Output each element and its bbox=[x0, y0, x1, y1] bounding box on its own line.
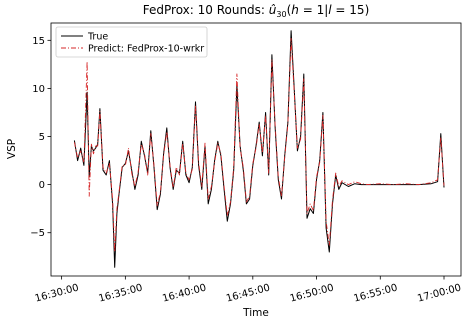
legend-label-predict: Predict: FedProx-10-wrkr bbox=[88, 44, 204, 55]
legend: True Predict: FedProx-10-wrkr bbox=[55, 26, 208, 58]
plot-area bbox=[73, 30, 445, 268]
axes-frame bbox=[50, 22, 462, 277]
legend-label-true: True bbox=[87, 32, 108, 43]
y-tick-label: 5 bbox=[39, 132, 45, 143]
y-tick-label: −5 bbox=[30, 228, 45, 239]
y-tick-label: 0 bbox=[39, 180, 45, 191]
chart-title: FedProx: 10 Rounds: û30(h = 1|l = 15) bbox=[143, 3, 370, 19]
series-line-predict bbox=[73, 37, 445, 253]
y-axis-label: VSP bbox=[6, 139, 18, 159]
y-tick-label: 10 bbox=[32, 84, 45, 95]
y-axis: −5 0 5 10 15 bbox=[30, 36, 51, 239]
legend-box bbox=[55, 26, 208, 58]
x-axis-label: Time bbox=[242, 307, 269, 319]
y-tick-label: 15 bbox=[32, 36, 45, 47]
